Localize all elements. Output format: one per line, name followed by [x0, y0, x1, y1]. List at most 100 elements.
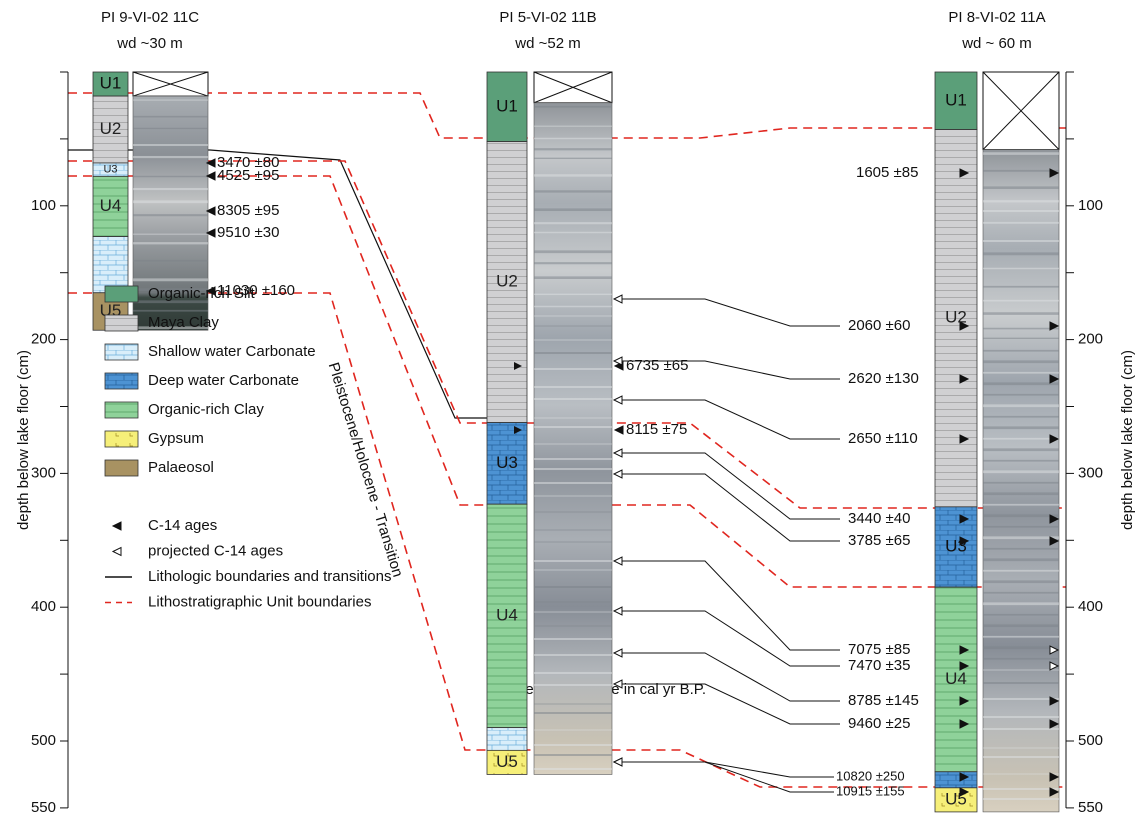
age-label: 8305 ±95	[217, 202, 279, 219]
correlation-line	[614, 761, 834, 778]
age-label: 3470 ±80	[217, 154, 279, 171]
legend-label: Organic-rich Silt	[148, 285, 256, 302]
age-label: 11030 ±160	[217, 282, 295, 299]
tick-label: 300	[31, 464, 56, 481]
projected-age-marker	[612, 648, 623, 658]
age-marker	[514, 426, 522, 434]
unit-label: U4	[100, 196, 122, 215]
legend-swatch	[104, 401, 139, 419]
unit-boundary	[68, 175, 487, 506]
core-title: PI 8-VI-02 11A	[948, 9, 1045, 26]
age-marker	[959, 536, 970, 546]
age-label: 6735 ±65	[626, 357, 688, 374]
legend-swatch	[104, 459, 139, 477]
age-marker	[1049, 772, 1060, 782]
age-marker	[205, 286, 216, 296]
projected-age-marker	[612, 448, 623, 458]
age-marker	[959, 772, 970, 782]
lithology-unit	[934, 506, 978, 588]
correlation-line	[614, 610, 840, 667]
projected-age-marker	[612, 679, 623, 689]
age-marker	[959, 374, 970, 384]
unit-label: U2	[945, 308, 967, 327]
projected-age-marker	[1049, 661, 1060, 671]
unit-label: U2	[100, 119, 122, 138]
tick-label: 550	[1078, 799, 1103, 816]
age-label: 3785 ±65	[848, 532, 910, 549]
axis-title: depth below lake floor (cm)	[15, 350, 32, 530]
age-marker	[1049, 434, 1060, 444]
projected-age-marker	[111, 546, 122, 557]
legend-swatch	[104, 285, 139, 303]
tick-label: 500	[1078, 732, 1103, 749]
water-depth: wd ~30 m	[116, 35, 182, 52]
unit-label: U4	[496, 605, 518, 624]
age-label: 2650 ±110	[848, 430, 918, 447]
correlation-line	[614, 399, 840, 440]
lithology-unit	[92, 236, 129, 294]
age-marker	[959, 321, 970, 331]
age-label: 9510 ±30	[217, 224, 279, 241]
correlation-line	[614, 683, 840, 725]
age-label: 8785 ±145	[848, 692, 919, 709]
age-marker	[959, 696, 970, 706]
projected-age-marker	[612, 757, 623, 767]
missing-cross	[533, 71, 613, 104]
projected-age-marker	[612, 606, 623, 616]
water-depth: wd ~ 60 m	[961, 35, 1032, 52]
unit-label: U2	[496, 272, 518, 291]
lithology-unit	[934, 586, 978, 773]
lithology-unit	[486, 422, 528, 505]
correlation-line	[614, 360, 840, 380]
projected-age-marker	[612, 469, 623, 479]
age-label: 10915 ±155	[836, 783, 905, 798]
legend-label: Organic-rich Clay	[148, 401, 264, 418]
age-marker	[1049, 374, 1060, 384]
core-photo	[132, 95, 209, 331]
age-marker	[205, 158, 216, 168]
age-marker	[959, 168, 970, 178]
age-label: 1605 ±85	[856, 164, 918, 181]
tick-label: 200	[1078, 331, 1103, 348]
tick-label: 550	[31, 799, 56, 816]
age-marker	[205, 206, 216, 216]
age-label: 4525 ±95	[217, 167, 279, 184]
lithology-unit	[934, 129, 978, 508]
lithology-unit	[934, 71, 978, 130]
lithology-unit	[92, 71, 129, 97]
core-photo	[533, 102, 613, 775]
lithology-unit	[486, 503, 528, 729]
legend-label: Maya Clay	[148, 314, 219, 331]
projected-age-marker	[1049, 645, 1060, 655]
lithology-unit	[486, 141, 528, 423]
unit-label: U3	[496, 453, 518, 472]
age-marker	[1049, 719, 1060, 729]
legend-swatch	[104, 372, 139, 390]
tick-label: 400	[31, 598, 56, 615]
legend-label: Gypsum	[148, 430, 204, 447]
water-depth: wd ~52 m	[514, 35, 580, 52]
age-marker	[1049, 696, 1060, 706]
age-marker	[959, 787, 970, 797]
legend-label: Lithostratigraphic Unit boundaries	[148, 593, 371, 610]
tick-label: 100	[1078, 197, 1103, 214]
age-label: 3440 ±40	[848, 510, 910, 527]
age-label: 8115 ±75	[626, 421, 687, 438]
correlation-line	[614, 652, 840, 702]
missing-cross	[982, 71, 1060, 150]
age-marker	[111, 521, 122, 531]
legend-label: projected C-14 ages	[148, 542, 283, 559]
unit-label: U1	[496, 96, 518, 115]
lithology-unit	[92, 95, 129, 164]
lithology-unit	[486, 749, 528, 775]
unit-boundary	[612, 504, 1066, 588]
age-marker	[1049, 536, 1060, 546]
legend-swatch	[104, 314, 139, 332]
lithology-unit	[92, 175, 129, 237]
age-label: 2620 ±130	[848, 370, 919, 387]
projected-age-marker	[612, 556, 623, 566]
legend-label: Palaeosol	[148, 459, 214, 476]
age-marker	[613, 425, 624, 435]
legend-swatch	[104, 430, 139, 448]
